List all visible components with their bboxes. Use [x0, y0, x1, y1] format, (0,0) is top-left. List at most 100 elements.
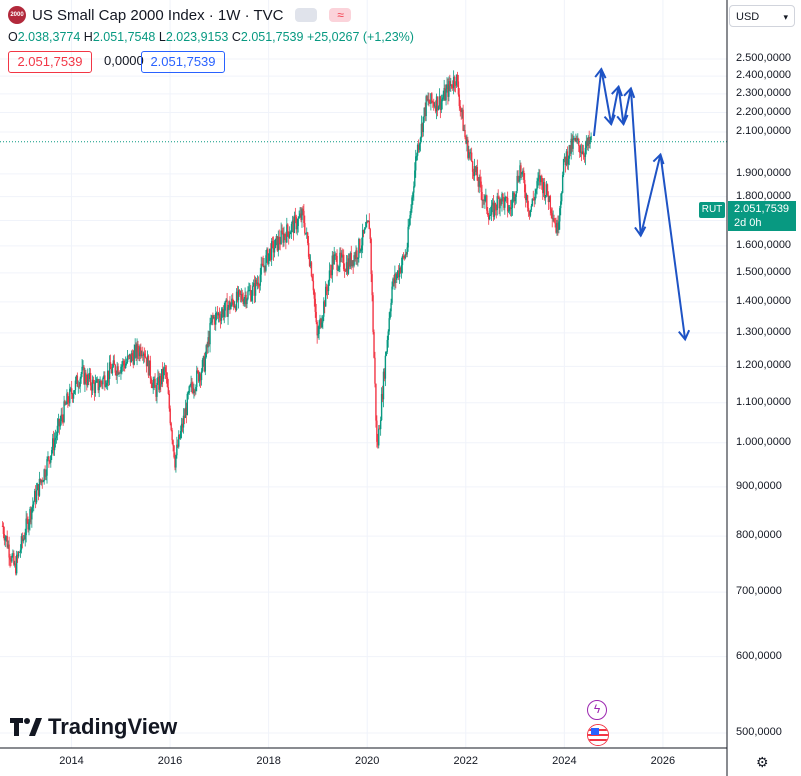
candle-body	[489, 214, 492, 216]
candle-body	[232, 298, 234, 303]
candle-body	[336, 255, 338, 271]
candle-body	[102, 378, 104, 385]
candle-body	[178, 434, 180, 447]
us-flag-event-icon[interactable]	[587, 724, 609, 746]
candle-body	[192, 387, 194, 393]
candle-body	[331, 255, 334, 276]
projection-arrowhead	[616, 114, 629, 127]
candle-body	[378, 428, 380, 446]
candle-body	[473, 166, 476, 177]
candle-body	[365, 221, 368, 228]
candle-body	[86, 382, 88, 386]
candle-body	[543, 182, 546, 199]
candle-body	[343, 269, 346, 272]
candle-body	[274, 238, 277, 248]
candle-body	[221, 309, 224, 315]
candle-body	[414, 170, 416, 187]
candle-body	[207, 337, 209, 348]
projection-drawing[interactable]	[592, 67, 691, 342]
candle-body	[164, 367, 167, 373]
candle-body	[308, 256, 311, 266]
candle-body	[179, 434, 181, 439]
projection-path[interactable]	[592, 68, 687, 340]
candle-body	[277, 236, 279, 251]
candle-body	[513, 192, 516, 202]
currency-select[interactable]: USD ▾	[729, 5, 795, 27]
time-tick-label: 2024	[552, 755, 577, 767]
candle-body	[509, 207, 512, 210]
candle-body	[293, 215, 296, 233]
candle-body	[237, 290, 240, 301]
candle-body	[92, 379, 95, 384]
symbol-header[interactable]: 2000 US Small Cap 2000 Index · 1W · TVC …	[8, 6, 352, 24]
candle-body	[33, 491, 36, 502]
candle-body	[372, 295, 374, 332]
candle-body	[123, 361, 125, 365]
candle-body	[80, 373, 82, 379]
candle-body	[106, 382, 108, 386]
candle-body	[268, 253, 270, 264]
candle-body	[516, 175, 518, 192]
candle-body	[369, 229, 371, 240]
lightning-event-icon[interactable]: ϟ	[587, 700, 607, 720]
candle-body	[544, 195, 547, 199]
candle-body	[333, 254, 335, 265]
candle-body	[401, 256, 404, 266]
candle-body	[135, 344, 137, 358]
hide-legend-button[interactable]	[295, 8, 318, 22]
candle-body	[234, 306, 237, 310]
candle-body	[144, 357, 147, 358]
candle-body	[470, 152, 472, 154]
candle-body	[571, 138, 573, 149]
candle-body	[346, 262, 349, 274]
buy-price-button[interactable]: 2.051,7539	[141, 51, 225, 73]
candle-body	[410, 208, 412, 216]
candle-body	[470, 152, 473, 162]
sell-price-button[interactable]: 2.051,7539	[8, 51, 92, 73]
tradingview-logo[interactable]: TradingView	[10, 714, 177, 740]
price-tick-label: 900,0000	[736, 479, 782, 492]
candle-body	[159, 375, 161, 390]
candle-body	[103, 375, 105, 379]
symbol-title[interactable]: US Small Cap 2000 Index · 1W · TVC	[32, 6, 284, 24]
candle-body	[253, 283, 256, 296]
candle-body	[98, 387, 100, 391]
candle-body	[49, 460, 51, 463]
candle-body	[100, 380, 102, 383]
candle-body	[360, 250, 362, 252]
indicator-toggle-button[interactable]: ≈	[329, 8, 352, 22]
candle-body	[488, 215, 491, 220]
candle-body	[361, 229, 364, 246]
candle-body	[408, 224, 410, 227]
candle-body	[199, 374, 202, 381]
candle-body	[454, 85, 457, 86]
candle-body	[413, 186, 415, 193]
candle-body	[324, 286, 327, 307]
candle-body	[281, 230, 283, 233]
candle-body	[550, 209, 552, 214]
candle-body	[170, 423, 172, 431]
last-price-ticker-tag: RUT	[699, 202, 725, 218]
candle-body	[108, 362, 111, 379]
candle-body	[585, 140, 588, 148]
candle-body	[433, 105, 436, 107]
candle-body	[217, 313, 220, 316]
candle-body	[398, 267, 401, 278]
candle-body	[104, 375, 106, 387]
candle-body	[255, 279, 258, 285]
candle-body	[309, 262, 312, 266]
last-price-label: 2.051,7539 2d 0h	[728, 201, 796, 231]
candle-body	[152, 382, 154, 389]
candle-body	[272, 241, 275, 253]
settings-gear-icon[interactable]: ⚙	[756, 754, 769, 770]
price-tick-label: 700,0000	[736, 585, 782, 598]
candle-body	[117, 366, 119, 375]
candle-body	[539, 175, 541, 183]
candle-body	[557, 222, 559, 230]
candle-body	[186, 393, 188, 415]
candle-body	[64, 401, 66, 405]
candle-body	[24, 535, 26, 540]
candle-body	[290, 223, 293, 233]
candle-body	[322, 316, 324, 323]
